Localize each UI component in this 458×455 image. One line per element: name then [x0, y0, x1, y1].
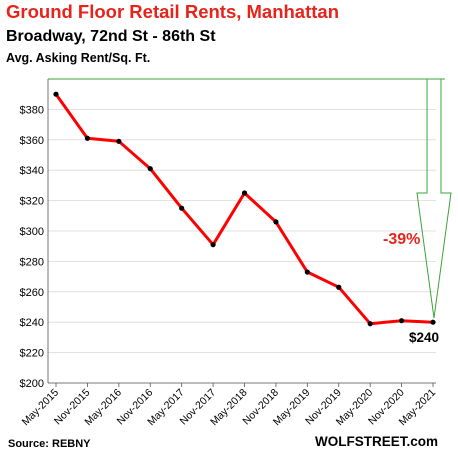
data-point: [210, 242, 216, 248]
y-tick-label: $260: [20, 287, 44, 299]
source-note: Source: REBNY: [8, 438, 91, 450]
series-line: [54, 93, 434, 326]
x-tick-labels: May-2015Nov-2015May-2016Nov-2016May-2017…: [20, 383, 438, 428]
y-tick-label: $200: [20, 378, 44, 390]
y-tick-label: $340: [20, 165, 44, 177]
y-tick-label: $240: [20, 317, 44, 329]
y-tick-label: $300: [20, 226, 44, 238]
data-point: [398, 318, 405, 324]
chart-title: Ground Floor Retail Rents, Manhattan: [6, 1, 339, 22]
data-points: [53, 91, 436, 327]
data-point: [367, 321, 373, 327]
y-axis-label: Avg. Asking Rent/Sq. Ft.: [6, 51, 150, 65]
data-point: [273, 219, 279, 225]
y-tick-label: $380: [20, 104, 44, 116]
chart-subtitle: Broadway, 72nd St - 86th St: [6, 28, 216, 45]
data-point: [336, 284, 342, 290]
data-point: [116, 138, 122, 144]
arrow-down-shape: [416, 79, 452, 319]
data-point: [304, 269, 310, 275]
gridlines: [47, 79, 436, 384]
data-point: [241, 190, 248, 196]
decline-arrow: [48, 78, 452, 319]
data-point: [84, 135, 91, 141]
y-tick-labels: $200 $220 $240 $260 $280 $300 $320 $340 $360 $380: [20, 104, 44, 390]
change-annotation: -39%: [383, 231, 420, 248]
y-tick-label: $220: [20, 348, 44, 360]
data-point: [53, 91, 59, 97]
y-tick-label: $280: [20, 256, 44, 268]
y-tick-label: $320: [20, 196, 44, 208]
brand-label: WOLFSTREET.com: [315, 434, 438, 449]
data-point: [179, 205, 185, 211]
y-tick-label: $360: [20, 135, 44, 147]
data-point: [147, 166, 153, 172]
end-value-label: $240: [409, 330, 439, 345]
data-point: [430, 319, 436, 325]
